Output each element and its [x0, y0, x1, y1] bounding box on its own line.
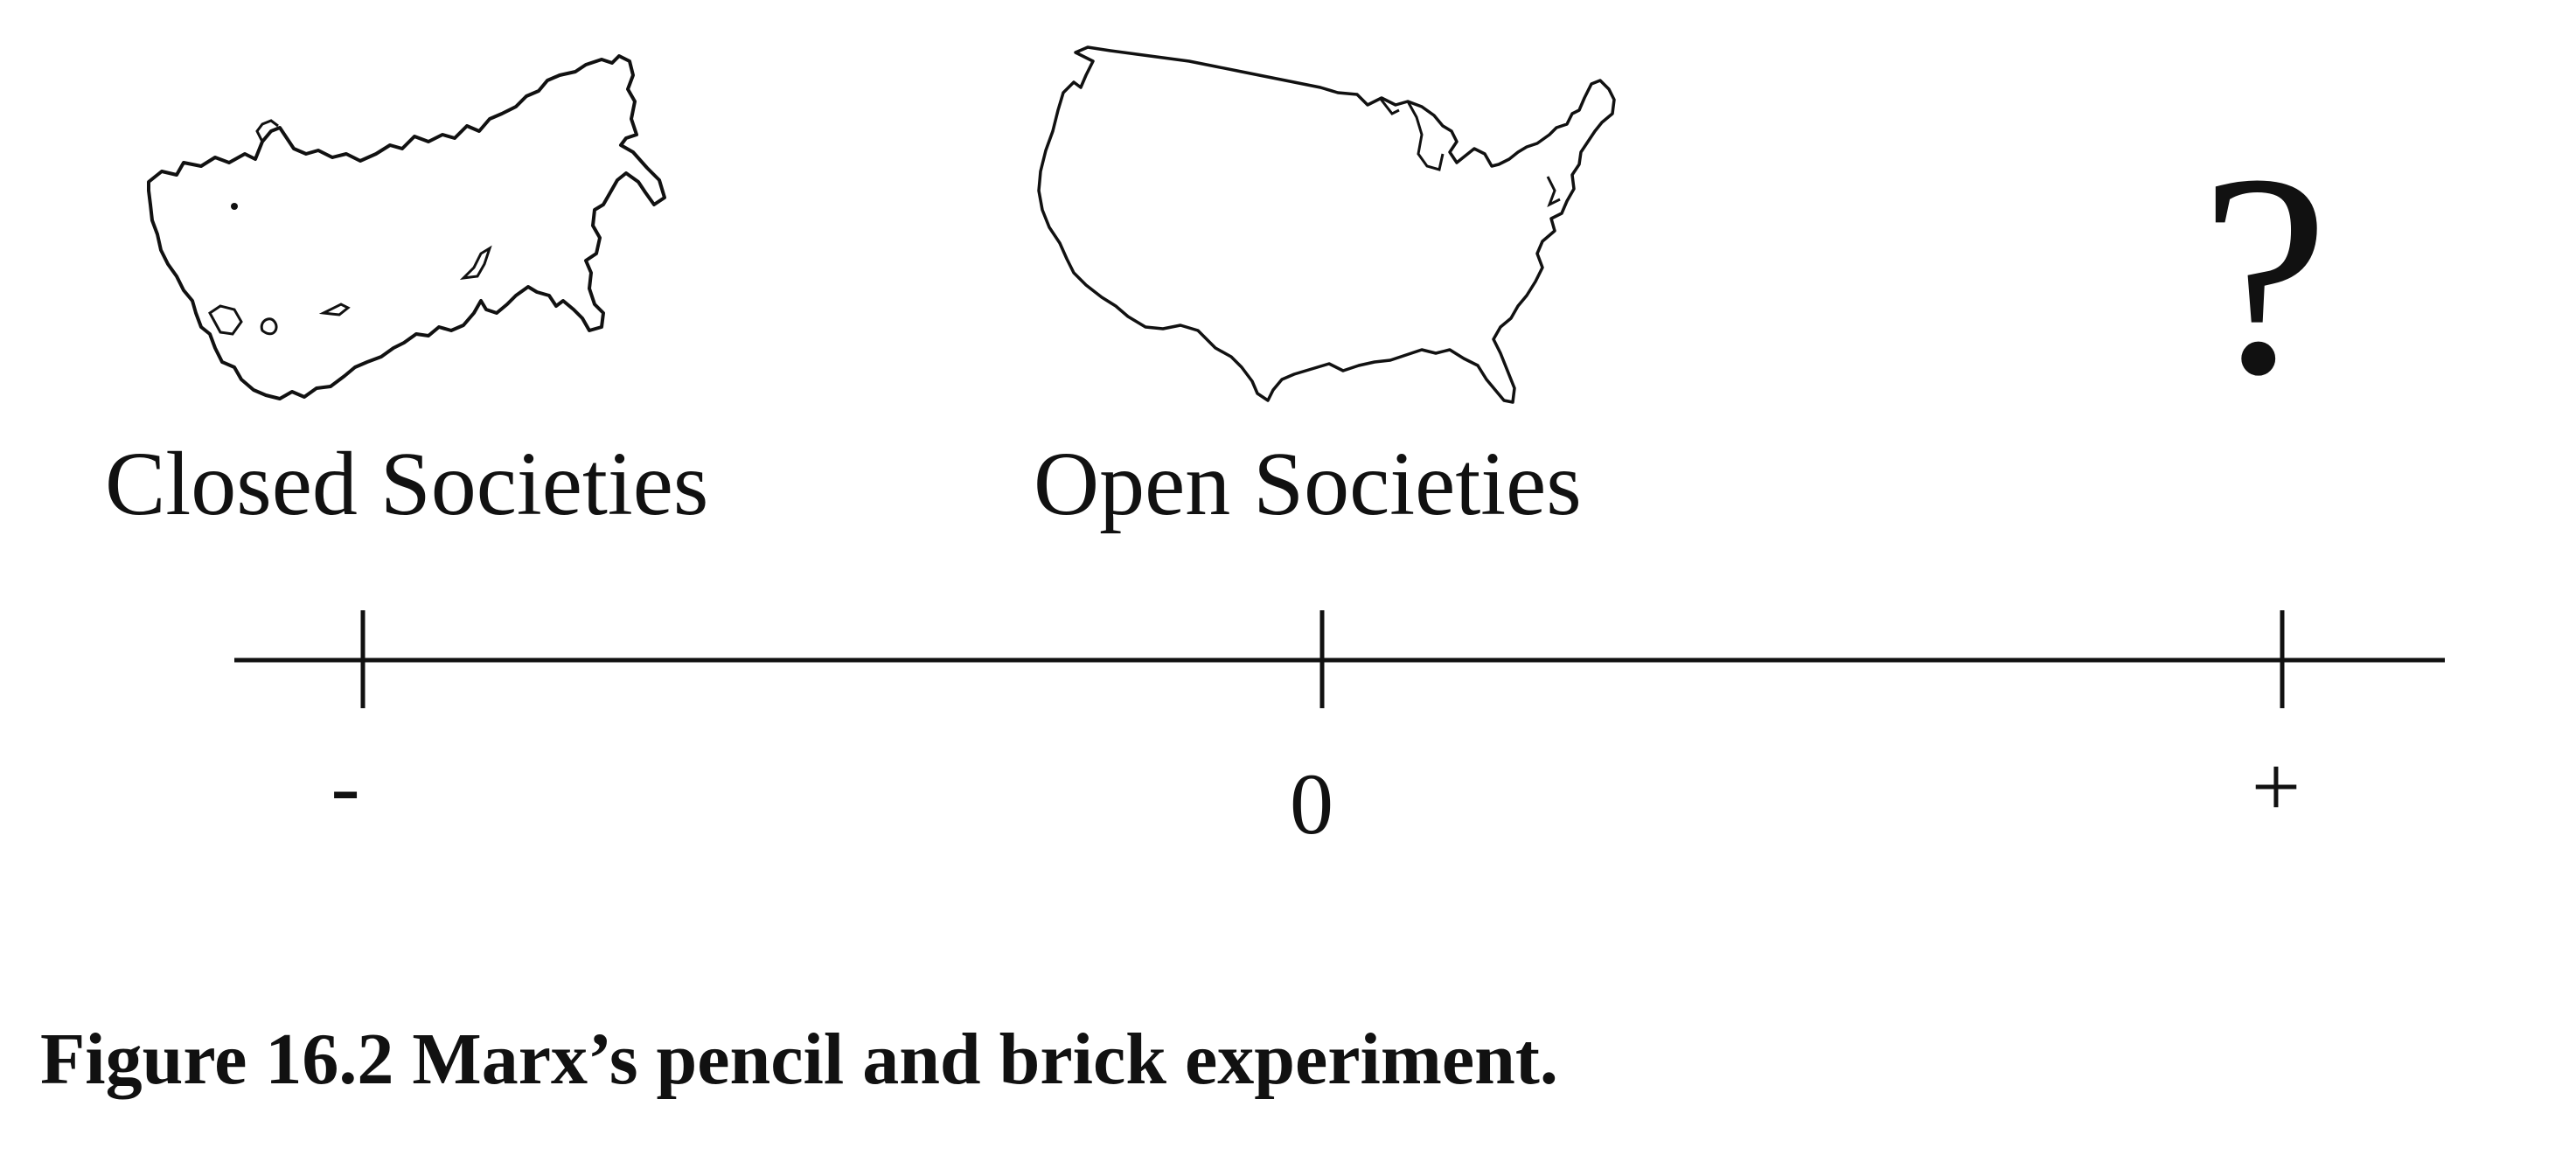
question-mark: ? — [2200, 115, 2329, 435]
scale-line — [234, 610, 2445, 708]
figure-caption: Figure 16.2 Marx’s pencil and brick expe… — [40, 1019, 1558, 1100]
tick-label-zero: 0 — [1290, 755, 1333, 852]
tick-label-minus: - — [331, 738, 360, 835]
tick-label-plus: + — [2251, 738, 2301, 835]
usa-map-outline-icon — [1032, 44, 1618, 411]
open-societies-label: Open Societies — [1034, 434, 1582, 534]
ussr-map-outline-icon — [131, 51, 682, 425]
closed-societies-label: Closed Societies — [105, 434, 709, 534]
